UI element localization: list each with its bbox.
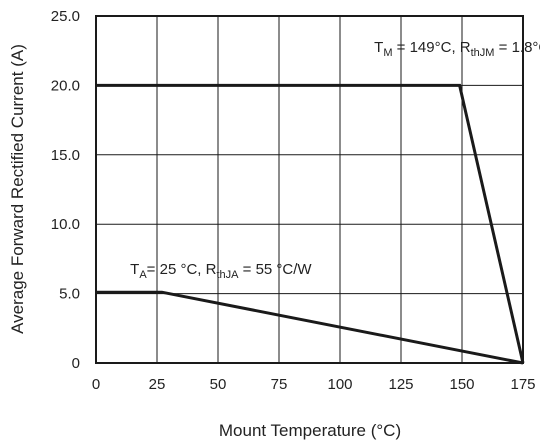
- x-tick-label: 0: [92, 376, 100, 393]
- x-axis-label: Mount Temperature (°C): [219, 421, 401, 440]
- series-line-1: [96, 83, 525, 364]
- series-layer: [96, 83, 525, 365]
- x-tick-label: 125: [388, 376, 413, 393]
- y-tick-label: 0: [72, 355, 80, 372]
- series-annotation-2: TA= 25 °C, RthJA = 55 °C/W: [130, 261, 312, 281]
- x-tick-label: 175: [510, 376, 535, 393]
- y-tick-label: 25.0: [51, 8, 80, 25]
- x-axis-ticks: 0 25 50 75 100 125 150 175: [92, 376, 536, 393]
- y-axis-ticks: 0 5.0 10.0 15.0 20.0 25.0: [51, 8, 80, 372]
- grid: [95, 15, 524, 364]
- annotations: TM = 149°C, RthJM = 1.8°C/W TA= 25 °C, Rt…: [130, 39, 540, 281]
- plot-frame: [95, 15, 524, 364]
- x-tick-label: 75: [271, 376, 288, 393]
- y-tick-label: 20.0: [51, 77, 80, 94]
- series-annotation-1: TM = 149°C, RthJM = 1.8°C/W: [374, 39, 540, 59]
- y-tick-label: 5.0: [59, 286, 80, 303]
- x-tick-label: 25: [149, 376, 166, 393]
- y-tick-label: 15.0: [51, 147, 80, 164]
- y-axis-label: Average Forward Rectified Current (A): [8, 44, 27, 334]
- y-tick-label: 10.0: [51, 216, 80, 233]
- x-tick-label: 50: [210, 376, 227, 393]
- x-tick-label: 150: [449, 376, 474, 393]
- x-tick-label: 100: [327, 376, 352, 393]
- series-line-2: [96, 290, 524, 365]
